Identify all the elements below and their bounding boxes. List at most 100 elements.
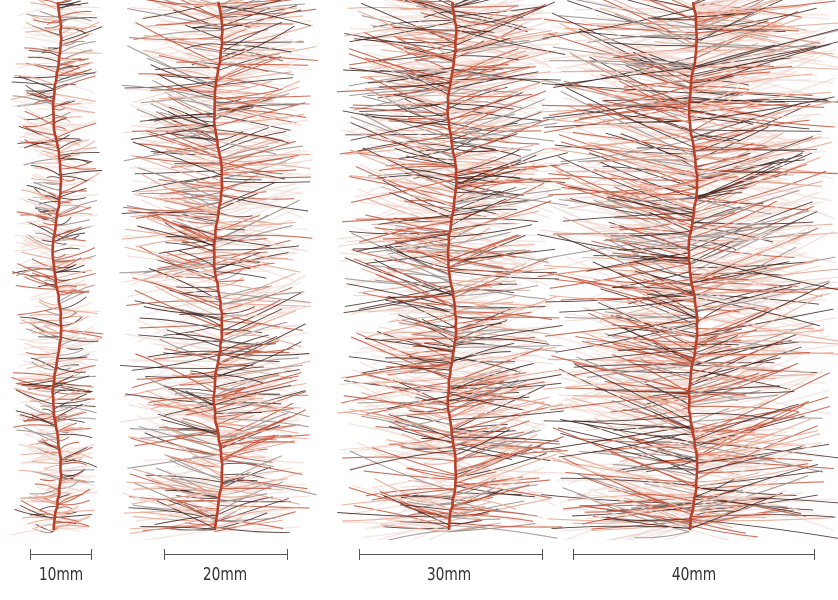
fiber bbox=[696, 442, 822, 460]
fiber bbox=[339, 133, 451, 155]
fiber bbox=[56, 283, 77, 289]
fiber bbox=[153, 351, 220, 360]
fiber bbox=[447, 394, 545, 404]
fiber bbox=[384, 245, 449, 269]
fiber bbox=[607, 197, 694, 218]
fiber bbox=[696, 470, 742, 476]
fiber bbox=[43, 432, 57, 435]
fiber bbox=[216, 496, 273, 516]
fiber bbox=[587, 34, 698, 44]
fiber bbox=[25, 447, 62, 464]
fiber bbox=[383, 335, 455, 351]
fiber bbox=[57, 138, 86, 147]
fiber bbox=[637, 239, 690, 251]
fiber bbox=[450, 516, 501, 521]
fiber bbox=[177, 298, 223, 322]
fiber bbox=[455, 12, 551, 29]
fiber bbox=[178, 250, 215, 267]
fiber bbox=[162, 226, 216, 237]
fiber bbox=[696, 0, 824, 42]
fiber bbox=[452, 427, 488, 437]
brush-sample-30mm bbox=[336, 0, 571, 540]
fiber bbox=[215, 362, 274, 375]
fiber bbox=[219, 25, 295, 62]
fiber bbox=[220, 486, 284, 491]
fiber bbox=[174, 159, 222, 173]
fiber bbox=[214, 521, 245, 529]
fiber bbox=[671, 0, 695, 10]
fiber bbox=[137, 225, 215, 246]
fiber bbox=[423, 460, 456, 465]
fiber bbox=[58, 490, 98, 499]
fiber bbox=[57, 206, 80, 217]
fiber bbox=[33, 148, 61, 163]
fiber bbox=[393, 94, 449, 112]
fiber bbox=[453, 152, 559, 169]
fiber bbox=[16, 429, 59, 440]
fiber bbox=[696, 327, 814, 336]
fiber bbox=[349, 388, 449, 403]
fiber bbox=[219, 334, 269, 353]
fiber bbox=[584, 503, 694, 513]
fiber bbox=[644, 372, 692, 384]
fiber bbox=[55, 122, 97, 139]
fiber bbox=[689, 200, 777, 239]
fiber bbox=[395, 518, 450, 522]
fiber bbox=[557, 427, 697, 463]
fiber bbox=[25, 162, 60, 165]
fiber bbox=[388, 244, 450, 275]
fiber bbox=[692, 343, 759, 363]
fiber bbox=[168, 388, 215, 393]
fiber bbox=[56, 66, 81, 77]
fiber bbox=[562, 212, 694, 222]
fiber bbox=[221, 24, 272, 38]
fiber bbox=[346, 283, 455, 308]
fiber bbox=[695, 152, 803, 201]
fiber bbox=[449, 125, 538, 129]
fiber bbox=[179, 224, 215, 243]
fiber bbox=[449, 519, 483, 524]
fiber bbox=[54, 521, 90, 527]
fiber bbox=[690, 130, 733, 142]
fiber bbox=[438, 0, 454, 7]
fiber bbox=[60, 175, 88, 182]
fiber bbox=[379, 82, 451, 88]
fiber bbox=[610, 225, 690, 241]
fiber bbox=[217, 276, 244, 287]
fiber bbox=[455, 334, 534, 342]
fiber bbox=[220, 450, 304, 464]
fiber bbox=[447, 79, 524, 105]
fiber bbox=[214, 412, 262, 415]
fiber bbox=[450, 369, 508, 376]
fiber bbox=[451, 219, 520, 225]
fiber bbox=[215, 228, 245, 231]
fiber bbox=[343, 395, 449, 412]
fiber bbox=[60, 464, 94, 472]
fiber bbox=[602, 525, 690, 540]
fiber bbox=[610, 230, 691, 237]
fiber bbox=[632, 271, 694, 291]
fiber bbox=[417, 311, 456, 314]
fiber bbox=[124, 246, 216, 274]
fiber bbox=[221, 170, 278, 180]
fiber bbox=[22, 119, 54, 128]
fiber bbox=[455, 475, 514, 482]
fiber bbox=[39, 10, 61, 19]
fiber bbox=[646, 293, 695, 297]
fiber bbox=[218, 504, 310, 509]
fiber bbox=[693, 360, 766, 369]
fiber bbox=[688, 205, 814, 258]
fiber bbox=[216, 498, 266, 516]
fiber bbox=[689, 529, 732, 540]
fiber bbox=[454, 160, 539, 171]
fiber bbox=[58, 49, 93, 63]
fiber bbox=[217, 363, 248, 366]
fiber bbox=[349, 175, 456, 193]
fiber bbox=[221, 308, 283, 338]
fiber bbox=[561, 70, 694, 73]
fiber bbox=[20, 452, 61, 456]
fiber bbox=[221, 478, 267, 492]
fiber bbox=[141, 528, 215, 540]
fiber bbox=[601, 154, 698, 179]
fiber bbox=[386, 256, 449, 265]
